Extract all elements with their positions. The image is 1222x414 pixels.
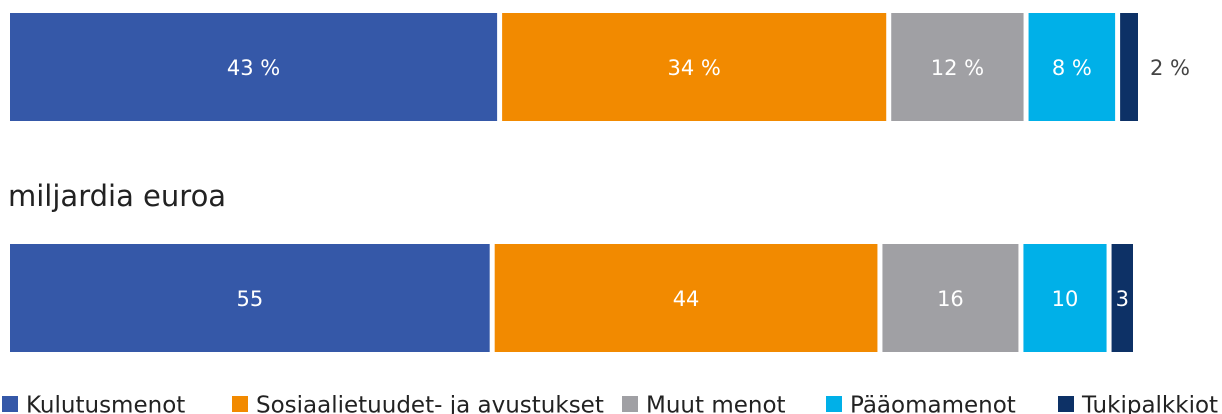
bar-segment	[1028, 13, 1116, 121]
bar-segment	[502, 13, 887, 121]
legend-label: Tukipalkkiot	[1081, 393, 1218, 414]
legend-swatch	[622, 396, 638, 412]
value-label: 16	[937, 287, 964, 311]
legend-label: Pääomamenot	[850, 393, 1016, 414]
value-label: 12 %	[931, 56, 984, 80]
bar-segment	[1111, 244, 1133, 352]
value-label: 10	[1052, 287, 1079, 311]
bar-segment	[882, 244, 1019, 352]
legend-swatch	[1058, 396, 1074, 412]
chart-title: miljardia euroa	[8, 179, 226, 213]
bar-segment	[891, 13, 1024, 121]
legend-swatch	[2, 396, 18, 412]
bar-segment	[494, 244, 878, 352]
value-label: 8 %	[1052, 56, 1092, 80]
bar-segment	[10, 244, 490, 352]
legend-label: Sosiaalietuudet- ja avustukset	[256, 393, 604, 414]
value-label: 2 %	[1150, 56, 1190, 80]
value-label: 43 %	[227, 56, 280, 80]
legend-label: Kulutusmenot	[26, 393, 185, 414]
legend-swatch	[826, 396, 842, 412]
bar-segment	[1120, 13, 1138, 121]
value-label: 44	[673, 287, 700, 311]
value-label: 34 %	[667, 56, 720, 80]
legend-swatch	[232, 396, 248, 412]
bar-segment	[1023, 244, 1107, 352]
bar-segment	[10, 13, 498, 121]
legend-label: Muut menot	[646, 393, 786, 414]
value-label: 3	[1116, 287, 1129, 311]
value-label: 55	[236, 287, 263, 311]
